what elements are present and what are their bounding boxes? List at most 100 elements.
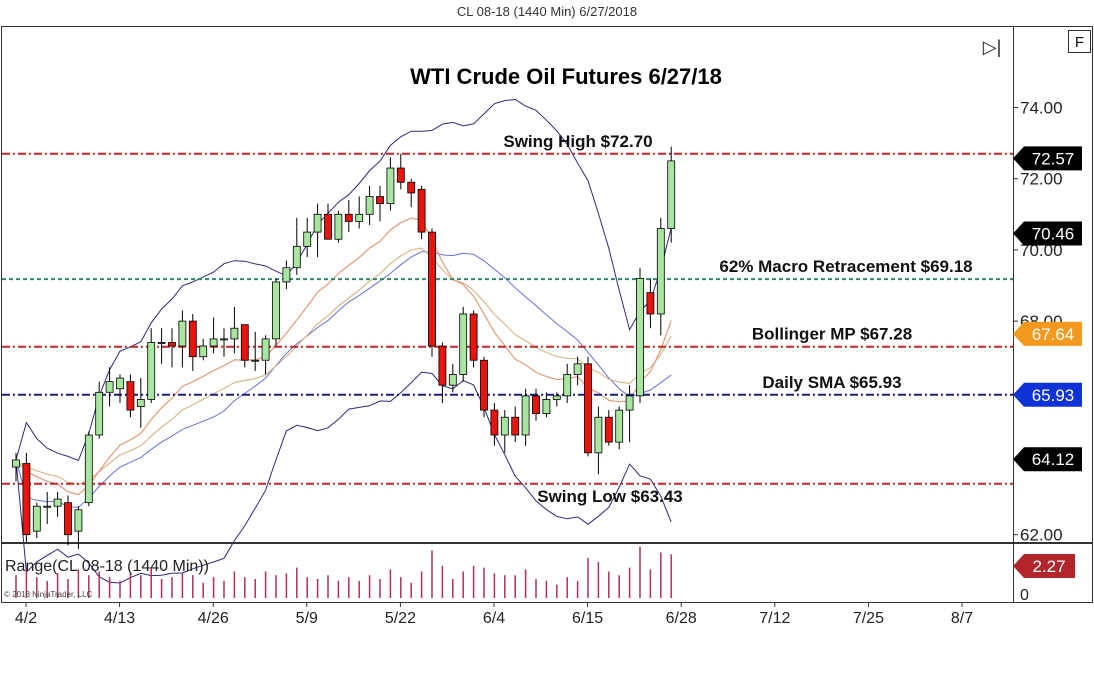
candle-body <box>188 320 197 358</box>
range-badge <box>1013 554 1075 578</box>
candle-body <box>292 245 301 269</box>
f-button-label[interactable]: F <box>1075 34 1084 51</box>
x-tick-label: 7/12 <box>759 610 790 627</box>
candle-body <box>334 213 343 240</box>
candle <box>84 431 93 507</box>
candle <box>646 278 655 329</box>
candle <box>542 392 551 418</box>
price-badge: 72.57 <box>1013 146 1082 171</box>
candle <box>396 153 405 190</box>
candle <box>303 217 312 258</box>
x-tick-label: 6/28 <box>666 610 697 627</box>
candle-body <box>282 267 291 283</box>
chart-title: WTI Crude Oil Futures 6/27/18 <box>410 64 722 89</box>
price-badge-shape <box>1013 221 1082 246</box>
candle <box>563 363 572 403</box>
candle <box>22 452 31 542</box>
candle <box>313 203 322 258</box>
ema-slow-line <box>15 247 672 486</box>
price-badge-shape <box>1013 447 1082 472</box>
candle-body <box>552 395 561 400</box>
candle-body <box>126 381 135 411</box>
candle <box>667 146 676 243</box>
candle-body <box>417 188 426 233</box>
price-badge: 64.12 <box>1013 447 1082 472</box>
candle <box>272 278 280 347</box>
candle-body <box>324 213 332 240</box>
candle-body <box>313 213 322 233</box>
level-label-0: Swing High $72.70 <box>503 132 652 151</box>
candle <box>573 356 582 386</box>
candle-body <box>303 231 312 247</box>
candle <box>240 324 249 368</box>
candle-body <box>521 395 530 436</box>
range-axis-zero: 0 <box>1020 587 1029 604</box>
candle-body <box>584 363 592 454</box>
candle <box>344 200 353 233</box>
level-label-3: Daily SMA $65.93 <box>762 373 901 392</box>
candle-body <box>251 359 260 362</box>
candle <box>521 388 530 446</box>
candle-body <box>344 213 353 222</box>
candle-body <box>459 313 468 375</box>
ema-fast-line <box>15 217 672 496</box>
candle-body <box>563 374 572 397</box>
y-tick-label: 74.00 <box>1020 99 1063 118</box>
x-tick-label: 6/4 <box>483 610 505 627</box>
bollinger-mid-line <box>15 251 672 508</box>
price-panel-frame <box>1 26 1093 543</box>
candle-body <box>272 281 280 340</box>
candle-body <box>74 509 83 532</box>
candle <box>459 306 468 382</box>
candle-body <box>656 228 665 315</box>
candle <box>552 392 561 407</box>
range-indicator-label: Range(CL 08-18 (1440 Min)) <box>5 558 209 575</box>
candle <box>188 313 197 371</box>
candle-body <box>209 338 218 347</box>
price-badge-shape <box>1013 146 1082 171</box>
candle <box>95 381 104 439</box>
x-tick-label: 5/9 <box>296 610 318 627</box>
candle-body <box>43 505 52 508</box>
candle-body <box>407 181 416 194</box>
candle-body <box>230 327 239 340</box>
candle <box>230 306 239 354</box>
scroll-end-button[interactable]: ▷| <box>983 37 1002 57</box>
candle-body <box>168 342 176 347</box>
candle-body <box>22 463 31 536</box>
candle-body <box>116 377 124 390</box>
candle-body <box>157 342 166 344</box>
copyright-text: © 2018 NinjaTrader, LLC <box>4 590 93 599</box>
bollinger-lower-line <box>15 371 672 584</box>
candle <box>53 491 62 517</box>
f-button[interactable]: F <box>1068 30 1091 53</box>
candle-body <box>615 409 624 443</box>
level-label-4: Swing Low $63.43 <box>537 487 683 506</box>
candle-body <box>625 395 634 411</box>
price-badge-label: 64.12 <box>1032 450 1075 469</box>
y-tick-label: 62.00 <box>1020 526 1063 545</box>
candle-body <box>136 399 145 407</box>
candle <box>64 495 72 546</box>
candle-body <box>199 345 208 358</box>
candle <box>480 356 488 418</box>
candle <box>324 203 332 240</box>
candle <box>500 410 509 453</box>
candle-body <box>469 313 478 361</box>
candle <box>105 367 114 407</box>
candle-body <box>604 416 613 443</box>
candle-body <box>396 167 405 183</box>
candle-body <box>261 338 270 361</box>
bollinger-upper-line <box>15 98 672 462</box>
candle <box>636 267 644 403</box>
candle <box>386 157 395 211</box>
candle-body <box>147 342 156 400</box>
candle <box>168 328 176 368</box>
scroll-end-icon[interactable]: ▷| <box>983 37 1002 57</box>
candle <box>511 406 520 443</box>
f-button-box[interactable] <box>1068 30 1091 53</box>
candle-body <box>480 359 488 411</box>
candle <box>126 374 135 418</box>
candle <box>32 502 41 539</box>
